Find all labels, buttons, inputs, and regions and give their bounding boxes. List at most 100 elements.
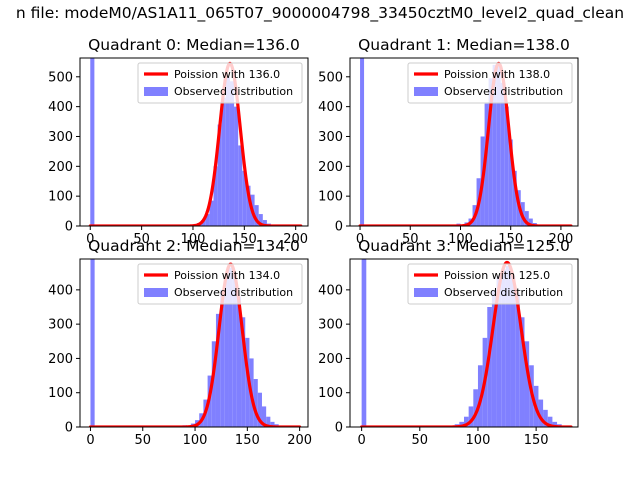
quadrant-0-histogram-bar	[262, 220, 267, 226]
quadrant-3-histogram-bar	[547, 416, 553, 427]
quadrant-0-axes-frame	[79, 57, 309, 227]
quadrant-1-histogram-bar	[492, 64, 497, 226]
quadrant-0-x-tick-label: 150	[232, 232, 257, 247]
quadrant-2-x-tick-label: 200	[287, 433, 312, 448]
quadrant-3-x-tick-label: 0	[357, 433, 365, 448]
quadrant-0-x-tick-label: 200	[283, 232, 308, 247]
quadrant-2-chart: 0 50 100 150 200 0 100 200 300 400 Quadrant 2: Med…	[48, 237, 312, 448]
quadrant-0-histogram-bar	[90, 58, 95, 226]
quadrant-2-x-tick-label: 100	[183, 433, 208, 448]
quadrant-0-histogram-bar	[234, 106, 239, 226]
quadrant-3-y-tick-label: 0	[335, 421, 343, 436]
quadrant-0-histogram-bar	[254, 205, 259, 226]
quadrant-1-y-tick-label: 500	[318, 70, 343, 85]
quadrant-3-histogram-bar	[510, 276, 516, 427]
quadrant-0-histogram-bar	[201, 220, 206, 226]
quadrant-1-title: Quadrant 1: Median=138.0	[358, 36, 570, 54]
quadrant-2-histogram-bar	[236, 296, 242, 427]
quadrant-3-x-tick-label: 50	[412, 433, 429, 448]
quadrant-2-histogram-bar	[257, 392, 262, 427]
quadrant-2-poisson-fit-line	[88, 262, 302, 427]
quadrant-1-x-tick-label: 0	[356, 232, 364, 247]
quadrant-3-y-tick-label: 400	[318, 283, 343, 298]
quadrant-3-histogram-bar	[464, 416, 469, 427]
quadrant-2-title: Quadrant 2: Median=134.0	[88, 237, 300, 255]
quadrant-3-x-tick-label: 150	[524, 433, 549, 448]
quadrant-0-histogram-bar	[258, 214, 263, 226]
quadrant-3-poisson-fit-line	[360, 260, 573, 427]
quadrant-3-histogram-bar	[501, 269, 506, 427]
quadrant-3-title: Quadrant 3: Median=125.0	[358, 237, 570, 255]
quadrant-2-x-tick-label: 50	[134, 433, 151, 448]
quadrant-1-legend-label-fit: Poission with 138.0	[444, 68, 550, 81]
quadrant-0-y-tick-label: 300	[48, 130, 73, 145]
quadrant-0-legend-bar-swatch	[144, 87, 168, 96]
quadrant-1-y-tick-label: 0	[335, 220, 343, 235]
quadrant-3-y-tick-label: 300	[318, 318, 343, 333]
quadrant-2-histogram-bar	[224, 276, 229, 427]
quadrant-0-x-tick-label: 100	[181, 232, 206, 247]
quadrant-2-y-tick-label: 400	[48, 283, 73, 298]
figure-suptitle: n file: modeM0/AS1A11_065T07_9000004798_…	[16, 4, 624, 23]
quadrant-2-legend-box	[137, 263, 303, 305]
quadrant-2-histogram-bar	[261, 406, 267, 427]
quadrant-2-y-tick-label: 0	[65, 421, 73, 436]
quadrant-0-y-tick-label: 500	[48, 70, 73, 85]
quadrant-3-legend-label-fit: Poission with 125.0	[444, 269, 550, 282]
quadrant-3-histogram-bar	[496, 276, 502, 427]
quadrant-1-legend-box	[407, 62, 573, 104]
quadrant-0-histogram-bar	[205, 214, 210, 226]
quadrant-3-histogram-bar	[468, 406, 474, 427]
quadrant-2-histogram-bar	[232, 272, 237, 427]
quadrant-0-histogram-bar	[238, 145, 243, 226]
quadrant-2-histogram-bar	[241, 317, 246, 427]
quadrant-1-x-tick-label: 200	[549, 232, 574, 247]
quadrant-3-legend-bar-swatch	[414, 288, 438, 297]
quadrant-1-histogram-bar	[512, 170, 517, 226]
quadrant-2-histogram-bar	[211, 341, 216, 427]
quadrant-1-histogram-bar	[524, 211, 529, 226]
quadrant-3-y-tick-label: 100	[318, 386, 343, 401]
quadrant-0-y-tick-label: 400	[48, 100, 73, 115]
quadrant-0-histogram-bar	[221, 97, 226, 226]
quadrant-1-histogram-bar	[360, 58, 365, 226]
quadrant-1-y-tick-label: 200	[318, 160, 343, 175]
quadrant-0-histogram-bar	[213, 166, 218, 226]
quadrant-2-legend-label-observed: Observed distribution	[174, 286, 293, 299]
quadrant-2-y-tick-label: 100	[48, 386, 73, 401]
quadrant-3-histogram-bar	[491, 289, 497, 427]
quadrant-2-y-tick-label: 200	[48, 352, 73, 367]
quadrant-1-x-tick-label: 150	[498, 232, 523, 247]
quadrant-1-histogram-bar	[484, 103, 489, 226]
quadrant-1-plot-content	[358, 58, 573, 226]
quadrant-0-chart: 0 50 100 150 200 0 100 200 300 400 500 Quadrant 0: …	[48, 36, 309, 247]
quadrant-2-histogram-bar	[228, 267, 233, 427]
quadrant-3-legend-label-observed: Observed distribution	[444, 286, 563, 299]
quadrant-3-histogram-bar	[515, 293, 520, 427]
quadrant-3-histogram-bar	[487, 307, 492, 427]
quadrant-1-x-tick-label: 50	[402, 232, 419, 247]
quadrant-3-x-tick-label: 100	[466, 433, 491, 448]
quadrant-1-axes-frame	[349, 57, 579, 227]
quadrant-2-plot-content	[88, 259, 302, 427]
quadrant-3-histogram-bar	[538, 399, 544, 427]
quadrant-0-legend-label-fit: Poission with 136.0	[174, 68, 280, 81]
quadrant-3-histogram-bar	[459, 421, 464, 427]
quadrant-1-histogram-bar	[528, 218, 533, 226]
quadrant-1-histogram-bar	[504, 106, 509, 226]
quadrant-1-chart: 0 50 100 150 200 0 100 200 300 400 500 Quadrant 1: …	[318, 36, 579, 247]
quadrant-1-legend-bar-swatch	[414, 87, 438, 96]
quadrant-0-histogram-bar	[225, 76, 230, 226]
quadrant-2-histogram-bar	[266, 416, 271, 427]
quadrant-0-legend: Poission with 136.0 Observed distribution	[137, 62, 303, 104]
quadrant-1-histogram-bar	[496, 63, 501, 226]
quadrant-1-y-tick-label: 300	[318, 130, 343, 145]
quadrant-1-legend: Poission with 138.0 Observed distribution	[407, 62, 573, 104]
quadrant-0-histogram-bar	[217, 124, 222, 226]
quadrant-0-histogram-bar	[229, 81, 235, 226]
quadrant-2-histogram-bar	[270, 421, 275, 427]
quadrant-0-y-tick-label: 100	[48, 190, 73, 205]
quadrant-1-y-tick-label: 100	[318, 190, 343, 205]
quadrant-2-histogram-bar	[215, 313, 221, 427]
